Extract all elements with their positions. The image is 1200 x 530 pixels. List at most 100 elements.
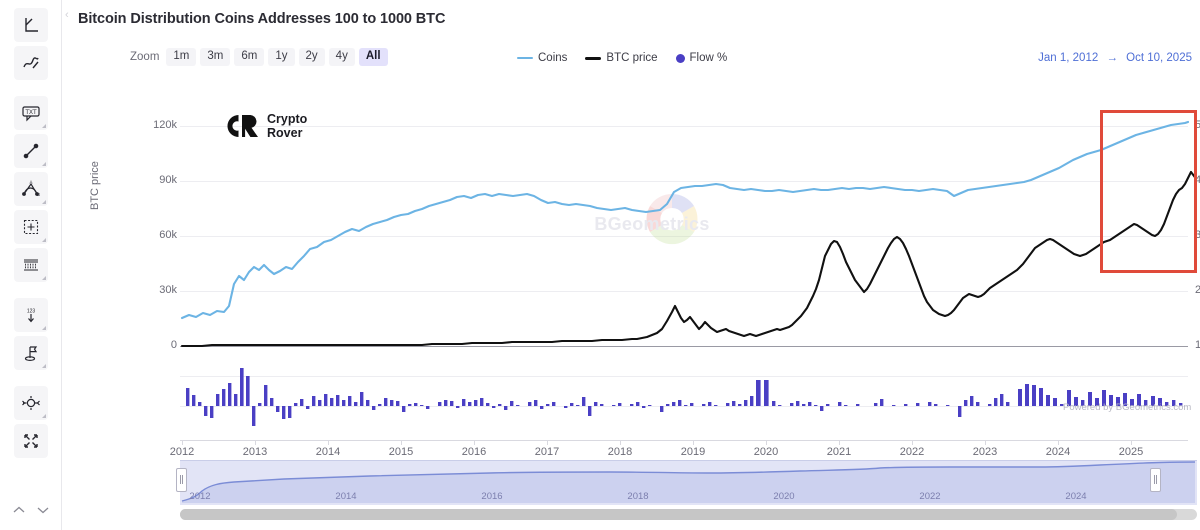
zoom-button-2y[interactable]: 2y xyxy=(298,48,325,66)
xtick-2021: 2021 xyxy=(826,446,852,458)
xtick-2022: 2022 xyxy=(899,446,925,458)
chart-legend: Coins BTC price Flow % xyxy=(517,52,727,64)
chart-plot-area[interactable]: 120k 90k 60k 30k 0 BTC price 5M 4M 3M 2M… xyxy=(89,84,1200,458)
navigator-xlabel-2012: 2012 xyxy=(189,491,211,502)
legend-swatch-btc-price xyxy=(585,56,602,60)
angle-measure-icon[interactable]: A B xyxy=(13,172,48,206)
ytick-left-120k: 120k xyxy=(153,119,177,131)
svg-text:B: B xyxy=(36,192,39,197)
xtick-mark-2016 xyxy=(474,440,475,445)
zoom-button-6m[interactable]: 6m xyxy=(234,48,265,66)
ytick-right-4m: 4M xyxy=(1195,174,1200,186)
navigator-xlabel-2016: 2016 xyxy=(481,491,503,502)
xtick-mark-2021 xyxy=(839,440,840,445)
xtick-mark-2025 xyxy=(1131,440,1132,445)
expand-arrows-icon[interactable] xyxy=(13,424,48,458)
powered-by-credit: Powered by BGeometrics.com xyxy=(1063,402,1192,413)
chevron-down-icon[interactable] xyxy=(36,502,50,520)
navigator-xlabel-2024: 2024 xyxy=(1065,491,1087,502)
bgeometrics-logo-icon xyxy=(646,193,698,245)
ytick-right-1m: 1M xyxy=(1195,339,1200,351)
xtick-mark-2022 xyxy=(912,440,913,445)
xtick-mark-2012 xyxy=(182,440,183,445)
series-line-coins xyxy=(180,120,1190,320)
zoom-button-3m[interactable]: 3m xyxy=(200,48,231,66)
chevron-left-icon[interactable]: ‹ xyxy=(65,9,69,21)
series-flow-bars xyxy=(186,368,1183,426)
legend-label-btc-price: BTC price xyxy=(606,52,658,64)
crypto-rover-line2: Rover xyxy=(267,126,303,141)
gridline-zero xyxy=(180,346,1188,347)
range-arrow-icon: → xyxy=(1106,52,1118,64)
pattern-grid-icon[interactable] xyxy=(13,248,48,282)
legend-item-flow[interactable]: Flow % xyxy=(675,52,727,64)
xtick-2019: 2019 xyxy=(680,446,706,458)
xtick-2016: 2016 xyxy=(461,446,487,458)
zoom-label: Zoom xyxy=(130,50,160,63)
flag-marker-icon[interactable] xyxy=(13,336,48,370)
svg-text:A: A xyxy=(29,180,32,185)
text-annotation-icon[interactable]: TXT xyxy=(13,96,48,130)
ytick-right-2m: 2M xyxy=(1195,284,1200,296)
date-range-display: Jan 1, 2012 → Oct 10, 2025 xyxy=(1038,52,1192,64)
legend-item-coins[interactable]: Coins xyxy=(517,52,567,64)
xtick-mark-2018 xyxy=(620,440,621,445)
navigator-xlabel-2022: 2022 xyxy=(919,491,941,502)
xtick-2012: 2012 xyxy=(169,446,195,458)
xtick-2015: 2015 xyxy=(388,446,414,458)
toolbar-scroll-controls xyxy=(12,502,50,520)
xtick-mark-2023 xyxy=(985,440,986,445)
zoom-button-1m[interactable]: 1m xyxy=(166,48,197,66)
legend-swatch-coins xyxy=(517,56,533,60)
cursor-crosshair-icon[interactable] xyxy=(13,8,48,42)
chevron-up-icon[interactable] xyxy=(12,502,26,520)
crypto-rover-line1: Crypto xyxy=(267,112,308,126)
line-segment-icon[interactable] xyxy=(13,134,48,168)
xtick-mark-2024 xyxy=(1058,440,1059,445)
navigator-track[interactable]: 2012 2014 2016 2018 2020 2022 2024 xyxy=(180,460,1197,505)
zoom-button-all[interactable]: All xyxy=(358,48,388,66)
xtick-mark-2019 xyxy=(693,440,694,445)
xtick-2025: 2025 xyxy=(1118,446,1144,458)
navigator-selected-range[interactable] xyxy=(180,461,1197,505)
ytick-left-0: 0 xyxy=(170,339,177,351)
crypto-rover-logo-icon xyxy=(227,115,258,138)
scrollbar-thumb[interactable] xyxy=(180,509,1177,520)
xtick-mark-2020 xyxy=(766,440,767,445)
svg-text:123: 123 xyxy=(26,309,35,315)
axis-title-btc-price: BTC price xyxy=(89,161,101,210)
legend-item-btc-price[interactable]: BTC price xyxy=(585,52,658,64)
gridline-120k xyxy=(180,126,1188,127)
range-start-date[interactable]: Jan 1, 2012 xyxy=(1038,52,1099,64)
magnet-icon[interactable] xyxy=(13,386,48,420)
navigator-right-handle[interactable] xyxy=(1150,468,1161,492)
measure-123-icon[interactable]: 123 xyxy=(13,298,48,332)
xtick-2020: 2020 xyxy=(753,446,779,458)
selection-box-icon[interactable] xyxy=(13,210,48,244)
xtick-2013: 2013 xyxy=(242,446,268,458)
chart-series-canvas xyxy=(180,120,1197,426)
navigator-left-handle[interactable] xyxy=(176,468,187,492)
ytick-right-5m: 5M xyxy=(1195,119,1200,131)
ytick-left-30k: 30k xyxy=(159,284,177,296)
xtick-mark-2013 xyxy=(255,440,256,445)
drawing-toolbar: TXT A B xyxy=(0,0,62,530)
xtick-2024: 2024 xyxy=(1045,446,1071,458)
range-navigator[interactable]: 2012 2014 2016 2018 2020 2022 2024 xyxy=(176,460,1197,505)
chart-main-panel: ‹ Bitcoin Distribution Coins Addresses 1… xyxy=(62,0,1200,530)
horizontal-scrollbar[interactable] xyxy=(180,509,1197,520)
navigator-series-canvas xyxy=(181,461,1196,503)
zoom-button-1y[interactable]: 1y xyxy=(268,48,295,66)
zoom-button-4y[interactable]: 4y xyxy=(328,48,355,66)
xtick-mark-2017 xyxy=(547,440,548,445)
navigator-xlabel-2020: 2020 xyxy=(773,491,795,502)
gridline-flow-0 xyxy=(180,406,1188,407)
navigator-xlabel-2018: 2018 xyxy=(627,491,649,502)
xtick-2017: 2017 xyxy=(534,446,560,458)
gridline-30k xyxy=(180,291,1188,292)
trendline-icon[interactable] xyxy=(13,46,48,80)
series-line-btc-price xyxy=(180,170,1197,348)
range-end-date[interactable]: Oct 10, 2025 xyxy=(1126,52,1192,64)
ytick-left-90k: 90k xyxy=(159,174,177,186)
